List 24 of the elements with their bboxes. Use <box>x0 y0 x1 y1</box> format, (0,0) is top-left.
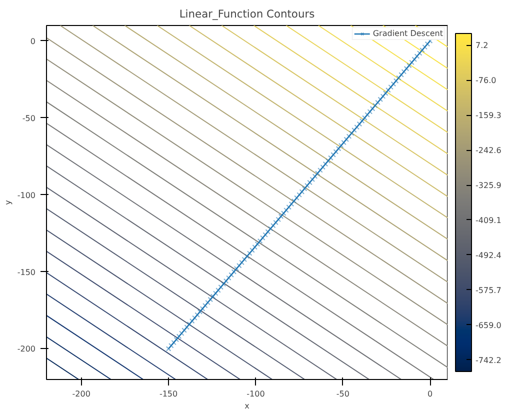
color-bar-label: -409.1 <box>476 216 502 225</box>
color-bar-label: -159.3 <box>476 111 502 120</box>
color-bar-label: -492.4 <box>476 250 502 260</box>
x-axis-title: x <box>244 402 250 410</box>
y-tick-label: -200 <box>17 344 36 354</box>
y-tick-label: -50 <box>22 114 36 123</box>
color-bar-label: -659.0 <box>476 320 502 330</box>
chart-title: Linear_Function Contours <box>179 8 316 20</box>
color-bar-label: -76.0 <box>476 76 496 86</box>
legend-label: Gradient Descent <box>372 29 443 38</box>
color-bar-label: 7.2 <box>476 41 488 50</box>
color-bar-label: -325.9 <box>476 181 502 190</box>
x-tick-label: -50 <box>336 390 350 398</box>
x-tick-label: 0 <box>428 390 433 398</box>
y-tick-label: -150 <box>17 268 36 277</box>
color-bar-label: -242.6 <box>476 146 502 156</box>
y-tick-label: -100 <box>17 190 36 200</box>
x-tick-label: -100 <box>246 390 265 398</box>
x-tick-label: -200 <box>72 390 90 398</box>
color-bar-label: -575.7 <box>476 286 502 295</box>
color-bar-label: -742.2 <box>476 356 502 365</box>
y-tick-label: 0 <box>30 36 36 46</box>
y-axis-title: y <box>3 200 12 205</box>
x-tick-label: -150 <box>159 390 178 398</box>
